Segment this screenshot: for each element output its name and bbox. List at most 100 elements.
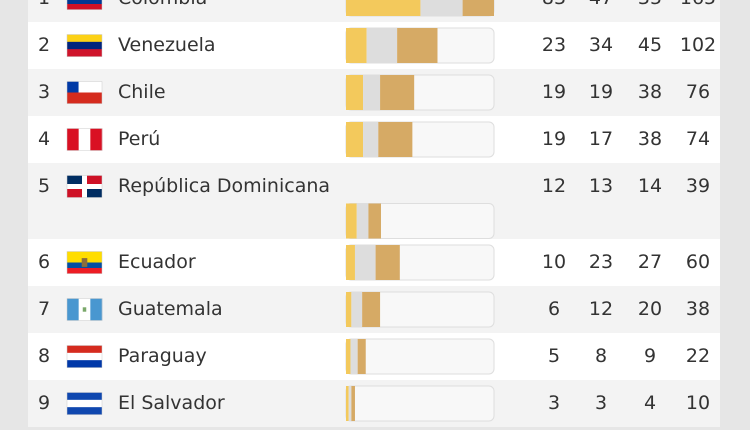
flag-stripe <box>67 92 102 104</box>
bar-silver <box>354 245 376 280</box>
bar-gold <box>346 292 352 327</box>
flag-border <box>66 298 103 321</box>
gold-count: 19 <box>542 128 566 150</box>
flag-stripe <box>90 128 103 151</box>
total-count: 38 <box>686 298 710 320</box>
bar-gold <box>346 339 351 374</box>
rank: 4 <box>38 128 50 150</box>
bar-bronze <box>362 292 381 327</box>
silver-count: 3 <box>595 392 607 414</box>
total-count: 60 <box>686 251 710 273</box>
total-count: 39 <box>686 175 710 197</box>
flag-border <box>66 128 103 151</box>
bar-bronze <box>375 245 400 280</box>
flag-emblem <box>81 258 88 267</box>
bar-bronze <box>462 0 494 16</box>
rank: 5 <box>38 175 50 197</box>
flag-emblem <box>82 307 87 312</box>
rank: 8 <box>38 345 50 367</box>
bar-silver <box>363 75 381 110</box>
bronze-count: 35 <box>638 0 662 9</box>
bronze-count: 38 <box>638 81 662 103</box>
flag-stripe <box>67 186 85 198</box>
flag-stripe <box>67 49 102 57</box>
country-name: República Dominicana <box>118 175 330 197</box>
bar-bronze <box>357 339 366 374</box>
bar-track <box>345 338 495 375</box>
flag-stripe <box>67 128 79 151</box>
flag-stripe <box>67 268 102 274</box>
rank: 1 <box>38 0 50 9</box>
silver-count: 19 <box>589 81 613 103</box>
country-name: Perú <box>118 128 160 150</box>
country-name: Paraguay <box>118 345 207 367</box>
flag-stripe <box>67 4 102 10</box>
bar-bronze <box>351 386 355 421</box>
total-count: 102 <box>680 34 716 56</box>
flag-stripe <box>67 407 102 415</box>
silver-count: 13 <box>589 175 613 197</box>
flag-stripe <box>84 175 102 187</box>
rank: 9 <box>38 392 50 414</box>
flag-border <box>66 251 103 274</box>
flag-border <box>66 345 103 368</box>
silver-count: 34 <box>589 34 613 56</box>
flag-stripe <box>67 81 102 93</box>
bar-gold <box>346 0 421 16</box>
flag-emblem <box>67 81 79 93</box>
flag-stripe <box>67 0 102 5</box>
country-name: Venezuela <box>118 34 216 56</box>
flag-stripe <box>67 41 102 50</box>
country-name: Ecuador <box>118 251 196 273</box>
total-count: 22 <box>686 345 710 367</box>
bronze-count: 45 <box>638 34 662 56</box>
bar-bronze <box>397 28 438 63</box>
flag-stripe <box>67 360 102 368</box>
country-name: Chile <box>118 81 166 103</box>
gold-count: 3 <box>548 392 560 414</box>
bar-gold <box>346 245 355 280</box>
silver-count: 47 <box>589 0 613 9</box>
flag-stripe <box>67 298 79 321</box>
bronze-count: 38 <box>638 128 662 150</box>
country-name: Colombia <box>118 0 207 9</box>
silver-count: 12 <box>589 298 613 320</box>
bronze-count: 20 <box>638 298 662 320</box>
rank: 7 <box>38 298 50 320</box>
bronze-count: 4 <box>644 392 656 414</box>
gold-count: 23 <box>542 34 566 56</box>
bar-track <box>345 385 495 422</box>
bar-gold <box>346 75 364 110</box>
bronze-count: 27 <box>638 251 662 273</box>
flag-stripe <box>67 34 102 43</box>
bar-bronze <box>380 75 415 110</box>
total-count: 165 <box>680 0 716 9</box>
flag-border <box>66 175 103 198</box>
bar-silver <box>366 28 398 63</box>
silver-count: 23 <box>589 251 613 273</box>
flag-border <box>66 81 103 104</box>
bar-gold <box>346 28 367 63</box>
gold-count: 12 <box>542 175 566 197</box>
country-name: Guatemala <box>118 298 223 320</box>
gold-count: 5 <box>548 345 560 367</box>
bar-silver <box>356 203 369 239</box>
flag-stripe <box>67 352 102 361</box>
flag-stripe <box>67 175 85 187</box>
flag-border <box>66 392 103 415</box>
bar-gold <box>346 122 364 157</box>
silver-count: 17 <box>589 128 613 150</box>
silver-count: 8 <box>595 345 607 367</box>
bar-silver <box>363 122 379 157</box>
flag-border <box>66 0 103 10</box>
gold-count: 19 <box>542 81 566 103</box>
bar-gold <box>346 386 349 421</box>
rank: 3 <box>38 81 50 103</box>
gold-count: 10 <box>542 251 566 273</box>
country-name: El Salvador <box>118 392 225 414</box>
total-count: 74 <box>686 128 710 150</box>
rank: 2 <box>38 34 50 56</box>
rank: 6 <box>38 251 50 273</box>
bar-bronze <box>368 203 381 239</box>
